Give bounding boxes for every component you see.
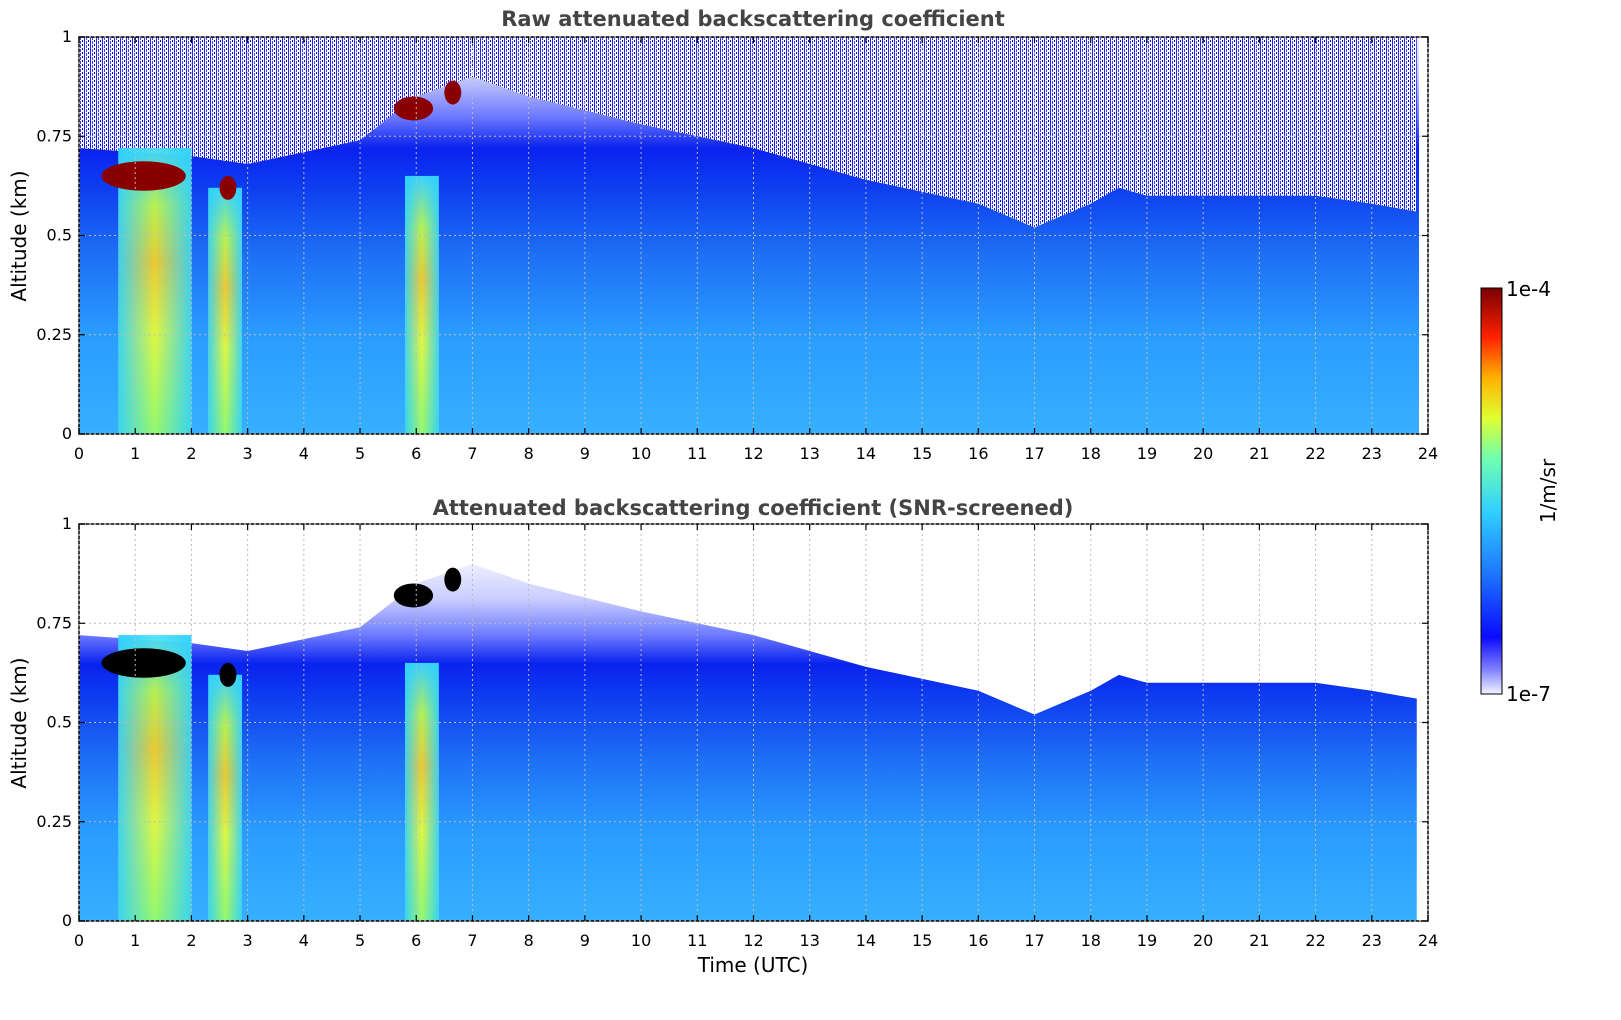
cloud-layer xyxy=(219,662,237,687)
x-tick-label: 14 xyxy=(856,444,876,463)
x-tick-label: 8 xyxy=(524,931,534,950)
aerosol-column-edge xyxy=(405,662,439,921)
x-tick-label: 11 xyxy=(687,931,707,950)
x-tick-label: 19 xyxy=(1137,931,1157,950)
x-tick-label: 14 xyxy=(856,931,876,950)
x-tick-label: 18 xyxy=(1081,444,1101,463)
x-tick-label: 16 xyxy=(968,444,988,463)
x-tick-label: 11 xyxy=(687,444,707,463)
x-tick-label: 22 xyxy=(1305,444,1325,463)
x-tick-label: 15 xyxy=(912,444,932,463)
x-tick-label: 21 xyxy=(1249,444,1269,463)
cloud-layer xyxy=(101,161,186,191)
aerosol-column-edge xyxy=(208,187,243,434)
chart-title: Raw attenuated backscattering coefficien… xyxy=(501,7,1005,31)
y-tick-label: 0.5 xyxy=(47,713,72,732)
x-tick-label: 13 xyxy=(800,444,820,463)
x-tick-label: 3 xyxy=(243,444,253,463)
y-tick-label: 0.75 xyxy=(36,126,72,145)
y-axis-label: Altitude (km) xyxy=(7,170,31,301)
x-tick-label: 1 xyxy=(130,444,140,463)
x-tick-label: 0 xyxy=(74,444,84,463)
x-tick-label: 0 xyxy=(74,931,84,950)
x-tick-label: 13 xyxy=(800,931,820,950)
y-tick-label: 1 xyxy=(62,514,72,533)
x-tick-label: 23 xyxy=(1362,444,1382,463)
x-tick-label: 6 xyxy=(411,931,421,950)
cloud-layer xyxy=(101,648,186,678)
y-tick-label: 0.25 xyxy=(36,325,72,344)
y-axis-ticks: 0 0.25 0.5 0.75 1 xyxy=(36,27,1428,443)
x-tick-label: 18 xyxy=(1081,931,1101,950)
cloud-layer xyxy=(444,567,462,592)
x-tick-label: 2 xyxy=(186,444,196,463)
cloud-layer xyxy=(444,80,462,105)
x-axis-ticks: 0 1 2 3 4 5 6 7 8 9 10 11 12 13 14 15 16 17 18 19 20 21 22 23 24 xyxy=(74,37,1438,463)
colorbar-unit-label: 1/m/sr xyxy=(1536,458,1560,523)
y-tick-label: 0.25 xyxy=(36,812,72,831)
x-tick-label: 23 xyxy=(1362,931,1382,950)
y-tick-label: 0.75 xyxy=(36,613,72,632)
x-tick-label: 7 xyxy=(467,931,477,950)
gridlines xyxy=(78,36,1429,435)
x-tick-label: 3 xyxy=(243,931,253,950)
x-tick-label: 4 xyxy=(299,931,309,950)
y-tick-label: 1 xyxy=(62,27,72,46)
x-tick-label: 24 xyxy=(1418,444,1438,463)
x-tick-label: 20 xyxy=(1193,444,1213,463)
x-tick-label: 1 xyxy=(130,931,140,950)
x-tick-label: 7 xyxy=(467,444,477,463)
x-tick-label: 17 xyxy=(1024,444,1044,463)
cloud-layer xyxy=(219,175,237,200)
aerosol-column-edge xyxy=(405,175,439,434)
aerosol-features xyxy=(101,567,462,921)
y-axis-label: Altitude (km) xyxy=(7,657,31,788)
x-tick-label: 10 xyxy=(631,444,651,463)
x-tick-label: 24 xyxy=(1418,931,1438,950)
x-tick-label: 4 xyxy=(299,444,309,463)
chart-title: Attenuated backscattering coefficient (S… xyxy=(433,496,1074,520)
aerosol-column-edge xyxy=(208,674,243,921)
x-tick-label: 12 xyxy=(743,444,763,463)
gridlines xyxy=(78,523,1429,922)
x-tick-label: 15 xyxy=(912,931,932,950)
x-tick-label: 16 xyxy=(968,931,988,950)
y-axis-ticks: 0 0.25 0.5 0.75 1 xyxy=(36,514,1428,930)
x-tick-label: 20 xyxy=(1193,931,1213,950)
x-tick-label: 9 xyxy=(580,444,590,463)
x-tick-label: 22 xyxy=(1305,931,1325,950)
x-tick-label: 10 xyxy=(631,931,651,950)
x-tick-label: 5 xyxy=(355,931,365,950)
x-tick-label: 12 xyxy=(743,931,763,950)
y-tick-label: 0 xyxy=(62,424,72,443)
x-tick-label: 5 xyxy=(355,444,365,463)
noise-region xyxy=(79,37,1417,228)
x-axis-ticks: 0 1 2 3 4 5 6 7 8 9 10 11 12 13 14 15 16 17 18 19 20 21 22 23 24 xyxy=(74,524,1438,950)
cloud-layer xyxy=(393,96,434,121)
x-tick-label: 8 xyxy=(524,444,534,463)
x-tick-label: 6 xyxy=(411,444,421,463)
x-axis-label: Time (UTC) xyxy=(697,953,809,977)
x-tick-label: 21 xyxy=(1249,931,1269,950)
colorbar-bar xyxy=(1480,287,1503,695)
x-tick-label: 9 xyxy=(580,931,590,950)
x-tick-label: 17 xyxy=(1024,931,1044,950)
aerosol-features xyxy=(101,80,462,434)
y-tick-label: 0.5 xyxy=(47,226,72,245)
panel-screened: 0 1 2 3 4 5 6 7 8 9 10 11 12 13 14 15 16 17 18 19 20 21 22 23 24… xyxy=(7,496,1438,977)
aerosol-column-edge xyxy=(118,635,192,921)
colorbar-min-label: 1e-7 xyxy=(1506,682,1551,706)
y-tick-label: 0 xyxy=(62,911,72,930)
colorbar: 1e-4 1e-7 1/m/sr xyxy=(1480,277,1560,706)
aerosol-column-edge xyxy=(118,148,192,434)
cloud-layer xyxy=(393,583,434,608)
colorbar-max-label: 1e-4 xyxy=(1506,277,1551,301)
panel-raw: 0 1 2 3 4 5 6 7 8 9 10 11 12 13 14 15 16 17 18 19 20 21 22 23 24… xyxy=(7,7,1438,463)
x-tick-label: 19 xyxy=(1137,444,1157,463)
x-tick-label: 2 xyxy=(186,931,196,950)
